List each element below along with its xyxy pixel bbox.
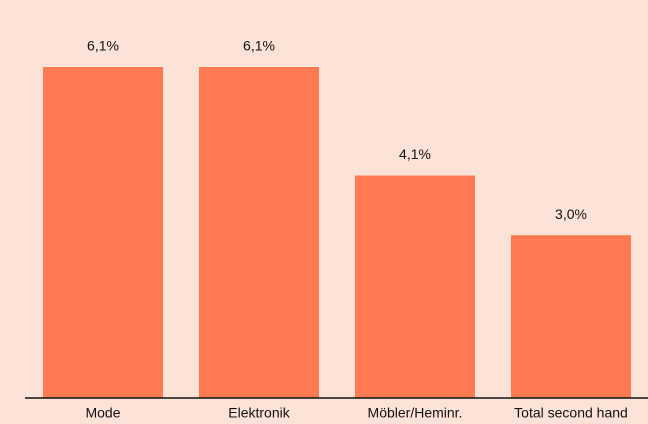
bar bbox=[511, 235, 631, 398]
value-label: 6,1% bbox=[87, 38, 119, 54]
bar bbox=[43, 67, 163, 398]
x-tick-label: Total second hand bbox=[514, 405, 628, 421]
x-tick-label: Elektronik bbox=[228, 405, 290, 421]
value-label: 3,0% bbox=[555, 206, 587, 222]
value-label: 4,1% bbox=[399, 146, 431, 162]
value-label: 6,1% bbox=[243, 38, 275, 54]
x-tick-label: Mode bbox=[85, 405, 120, 421]
bar bbox=[199, 67, 319, 398]
bar bbox=[355, 175, 475, 398]
x-tick-label: Möbler/Heminr. bbox=[368, 405, 463, 421]
